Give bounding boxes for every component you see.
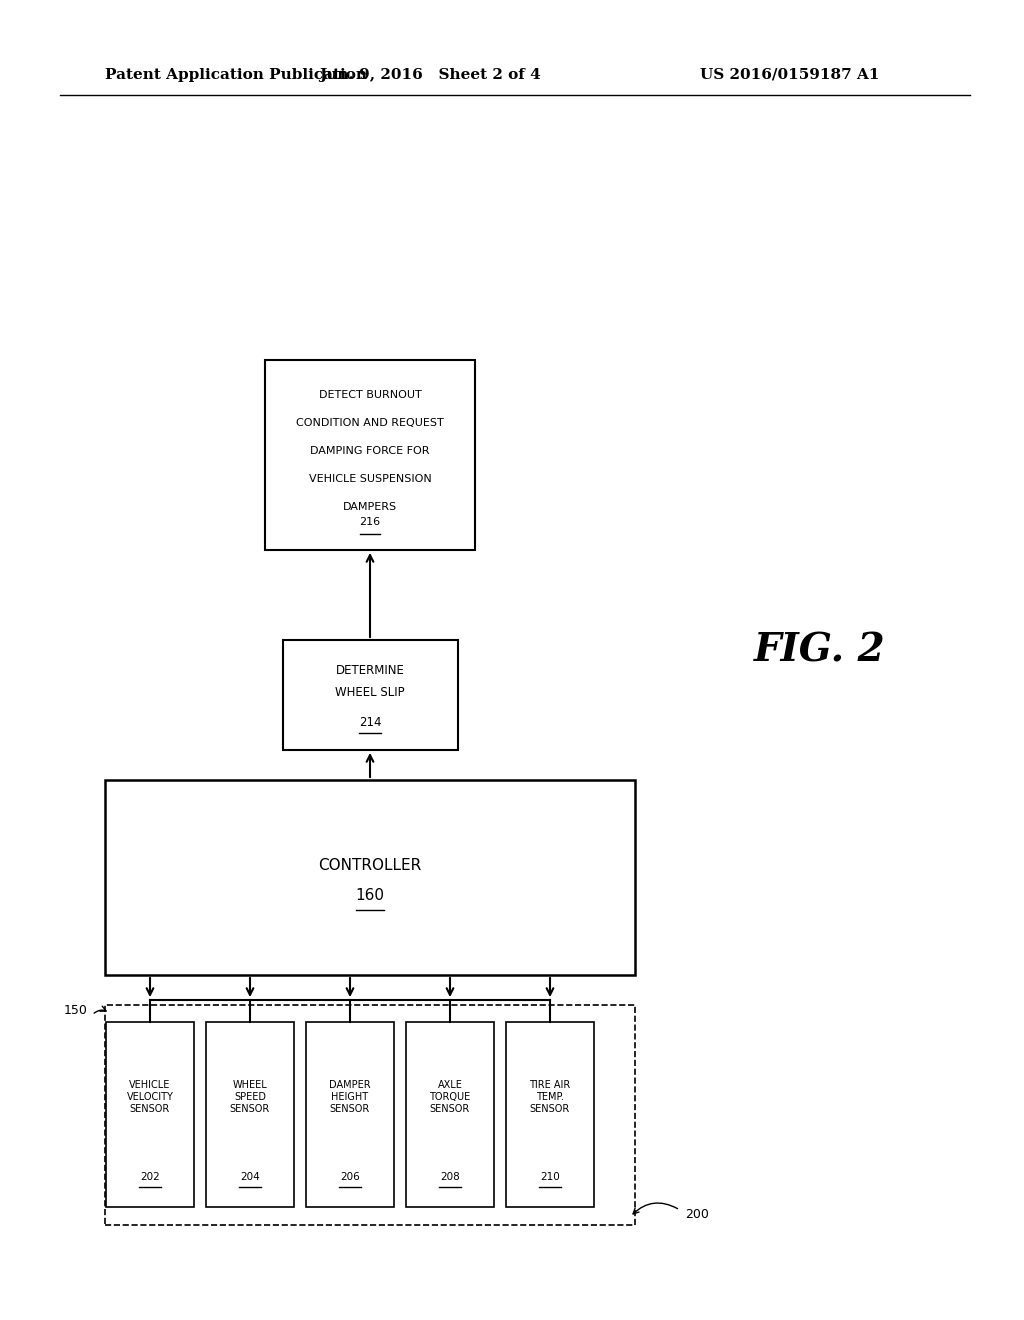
- Text: CONTROLLER: CONTROLLER: [318, 858, 422, 873]
- Text: AXLE
TORQUE
SENSOR: AXLE TORQUE SENSOR: [429, 1080, 471, 1114]
- Text: 200: 200: [685, 1209, 709, 1221]
- Bar: [306, 1022, 394, 1206]
- Text: TIRE AIR
TEMP.
SENSOR: TIRE AIR TEMP. SENSOR: [529, 1080, 570, 1114]
- Text: DETERMINE: DETERMINE: [336, 664, 404, 676]
- Bar: [206, 1022, 294, 1206]
- Text: 150: 150: [65, 1003, 88, 1016]
- Text: US 2016/0159187 A1: US 2016/0159187 A1: [700, 69, 880, 82]
- Text: DAMPING FORCE FOR: DAMPING FORCE FOR: [310, 446, 430, 455]
- Text: 210: 210: [540, 1172, 560, 1181]
- Text: 204: 204: [240, 1172, 260, 1181]
- Text: DETECT BURNOUT: DETECT BURNOUT: [318, 389, 421, 400]
- Text: CONDITION AND REQUEST: CONDITION AND REQUEST: [296, 418, 443, 428]
- Text: 160: 160: [355, 887, 384, 903]
- Text: DAMPERS: DAMPERS: [343, 502, 397, 512]
- Text: 214: 214: [358, 715, 381, 729]
- Text: Patent Application Publication: Patent Application Publication: [105, 69, 367, 82]
- Bar: [105, 1005, 635, 1225]
- Bar: [283, 640, 458, 750]
- Bar: [265, 360, 475, 550]
- Text: WHEEL SLIP: WHEEL SLIP: [335, 685, 404, 698]
- Text: WHEEL
SPEED
SENSOR: WHEEL SPEED SENSOR: [229, 1080, 270, 1114]
- Text: 202: 202: [140, 1172, 160, 1181]
- Bar: [105, 780, 635, 975]
- Text: VEHICLE SUSPENSION: VEHICLE SUSPENSION: [308, 474, 431, 484]
- Bar: [106, 1022, 194, 1206]
- Bar: [506, 1022, 594, 1206]
- Bar: [406, 1022, 494, 1206]
- Text: 216: 216: [359, 517, 381, 527]
- Text: 208: 208: [440, 1172, 460, 1181]
- Text: VEHICLE
VELOCITY
SENSOR: VEHICLE VELOCITY SENSOR: [127, 1080, 173, 1114]
- Text: FIG. 2: FIG. 2: [755, 631, 886, 669]
- Text: Jun. 9, 2016   Sheet 2 of 4: Jun. 9, 2016 Sheet 2 of 4: [319, 69, 541, 82]
- Text: DAMPER
HEIGHT
SENSOR: DAMPER HEIGHT SENSOR: [329, 1080, 371, 1114]
- Text: 206: 206: [340, 1172, 359, 1181]
